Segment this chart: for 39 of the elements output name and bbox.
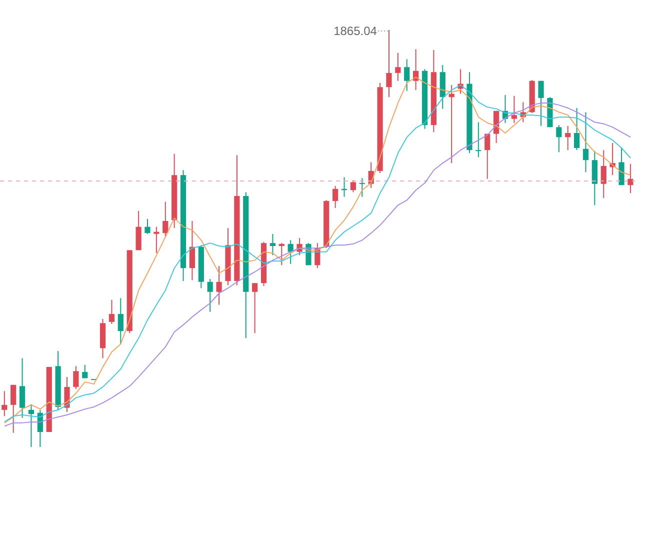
- candlestick: [332, 185, 338, 209]
- candlestick: [628, 163, 634, 194]
- candlestick: [565, 125, 571, 151]
- candlestick: [2, 390, 8, 417]
- candlestick: [270, 233, 276, 256]
- candlestick: [252, 282, 258, 334]
- candlestick: [538, 80, 544, 126]
- candlestick: [64, 376, 70, 412]
- annotation: 1865.04: [334, 24, 378, 38]
- candlestick: [189, 220, 196, 281]
- candlestick: [592, 150, 598, 206]
- candlestick: [162, 201, 168, 238]
- candlestick: [386, 30, 392, 98]
- candlestick: [207, 278, 213, 312]
- candlestick: [28, 404, 34, 448]
- candlestick: [359, 178, 365, 198]
- candlestick: [484, 133, 490, 180]
- candlestick: [350, 180, 356, 193]
- candlestick: [278, 242, 284, 266]
- candlestick: [395, 52, 401, 82]
- candlestick: [216, 266, 222, 306]
- candlestick: [108, 299, 115, 324]
- candlestick: [582, 112, 589, 173]
- candlestick: [154, 226, 160, 254]
- candlestick: [73, 366, 79, 390]
- candlestick: [574, 107, 580, 151]
- candlestick: [82, 364, 88, 379]
- candlestick: [144, 218, 150, 234]
- candlestick: [19, 358, 26, 418]
- candlestick: [136, 210, 142, 251]
- candlestick: [10, 384, 16, 434]
- candlestick: [404, 58, 410, 92]
- candlestick: [476, 122, 482, 158]
- candlestick: [288, 240, 294, 264]
- candlestick: [118, 298, 124, 344]
- candlestick: [600, 150, 606, 199]
- candlestick: [511, 95, 517, 124]
- candlestick: [556, 124, 562, 153]
- candlestick: [618, 146, 624, 186]
